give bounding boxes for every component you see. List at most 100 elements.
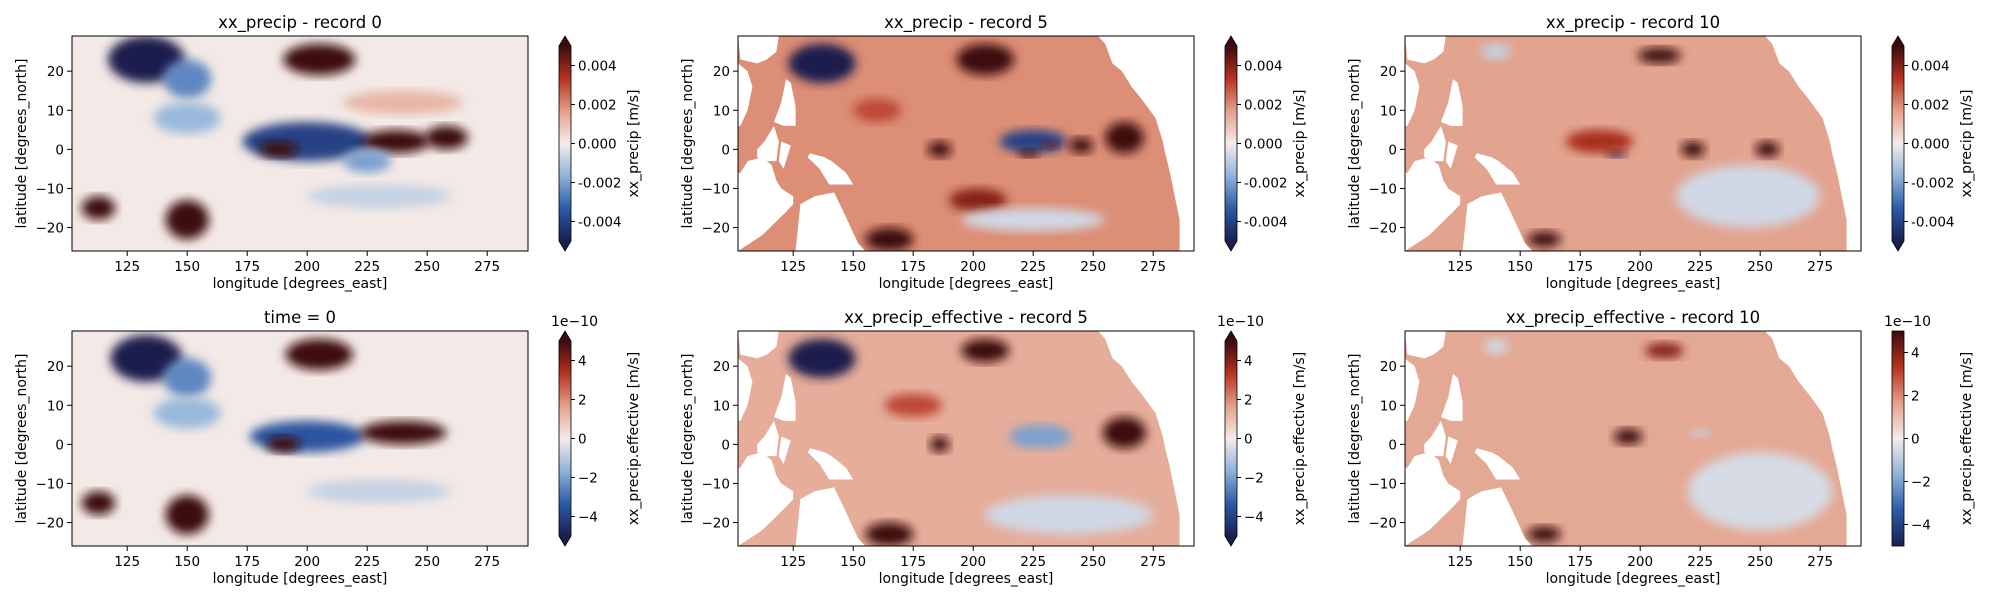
data-field <box>1405 331 1861 546</box>
y-tick-label: 0 <box>721 437 730 453</box>
x-tick-label: 175 <box>234 554 260 570</box>
colorbar: 4 2 0 −2 −4 1e−10 xx_precip.effective [m/s] <box>1884 314 1975 547</box>
colorbar-tick-label: 0.002 <box>578 98 617 114</box>
colorbar-label: xx_precip.effective [m/s] <box>626 352 642 525</box>
x-tick-label: 175 <box>234 259 260 275</box>
colorbar: 0.004 0.002 0.000 -0.002 -0.004 xx_precip [m/… <box>1891 35 1975 252</box>
colorbar-outline <box>1224 35 1238 252</box>
colorbar-tick-label: −2 <box>1244 471 1264 487</box>
colorbar-tick-label: -0.002 <box>1911 176 1955 192</box>
precip-feature <box>961 208 1106 232</box>
land-mask <box>774 79 796 126</box>
land-mask <box>757 420 779 457</box>
precip-feature <box>362 129 430 154</box>
y-tick-label: −20 <box>702 516 731 532</box>
y-axis-label: latitude [degrees_north] <box>680 59 696 229</box>
colorbar-gradient <box>1892 331 1904 546</box>
colorbar-gradient <box>1225 341 1237 536</box>
colorbar-tick-label: 0.002 <box>1911 98 1950 114</box>
colorbar-outline <box>1891 35 1905 252</box>
x-tick-label: 250 <box>1080 554 1106 570</box>
colorbar: 4 2 0 −2 −4 1e−10 xx_precip.effective [m/s] <box>1217 314 1308 547</box>
colorbar-tick-label: −4 <box>1244 510 1264 526</box>
plot-frame <box>1404 330 1862 547</box>
colorbar-tick-label: 0.000 <box>578 137 617 153</box>
x-tick-label: 150 <box>1507 554 1533 570</box>
y-tick-label: −10 <box>36 181 65 197</box>
x-tick-label: 150 <box>174 259 200 275</box>
precip-feature <box>1527 526 1561 543</box>
colorbar-label: xx_precip [m/s] <box>1292 89 1308 197</box>
data-field <box>72 331 528 546</box>
x-tick-label: 150 <box>174 554 200 570</box>
colorbar-label: xx_precip.effective [m/s] <box>1959 352 1975 525</box>
colorbar-tick-label: −2 <box>578 471 598 487</box>
precip-feature <box>1069 137 1094 154</box>
plot-frame <box>71 330 529 547</box>
precip-feature <box>1102 417 1146 449</box>
land-mask <box>1765 331 1861 546</box>
x-tick-label: 150 <box>840 259 866 275</box>
x-tick-label: 175 <box>1567 259 1593 275</box>
precip-feature <box>961 338 1010 363</box>
colorbar-tick-label: -0.004 <box>1911 215 1955 231</box>
y-tick-label: 20 <box>1380 64 1397 80</box>
colorbar: 0.004 0.002 0.000 -0.002 -0.004 xx_precip [m/… <box>558 35 642 252</box>
colorbar-tick-label: −2 <box>1911 475 1931 491</box>
precip-feature <box>865 227 914 251</box>
colorbar-tick-label: 0.004 <box>1244 59 1283 75</box>
precip-feature <box>343 149 392 173</box>
subplot-title: xx_precip - record 5 <box>884 13 1048 33</box>
x-axis-label: longitude [degrees_east] <box>1546 276 1721 292</box>
precip-feature <box>249 420 365 453</box>
y-tick-label: −20 <box>1369 516 1398 532</box>
y-axis-label: latitude [degrees_north] <box>14 59 30 229</box>
colorbar-outline <box>1224 330 1238 547</box>
colorbar-tick-label: 4 <box>1911 346 1920 362</box>
x-tick-label: 150 <box>840 554 866 570</box>
x-tick-label: 225 <box>1687 259 1713 275</box>
x-tick-label: 225 <box>354 259 380 275</box>
precip-feature <box>285 338 353 371</box>
precip-feature <box>153 397 221 429</box>
land-mask <box>1424 125 1446 162</box>
x-tick-label: 200 <box>294 554 320 570</box>
precip-feature <box>1755 141 1780 158</box>
y-tick-label: 10 <box>1380 103 1397 119</box>
x-tick-label: 250 <box>1747 259 1773 275</box>
y-tick-label: −10 <box>1369 181 1398 197</box>
x-tick-label: 200 <box>294 259 320 275</box>
precip-feature <box>884 393 942 418</box>
land-mask <box>738 452 794 546</box>
precip-feature <box>1105 122 1144 154</box>
data-field <box>738 331 1194 546</box>
precip-feature <box>283 43 356 76</box>
colorbar-tick-label: 0.000 <box>1911 137 1950 153</box>
y-tick-label: 10 <box>713 103 730 119</box>
x-tick-label: 250 <box>1080 259 1106 275</box>
land-mask <box>1474 153 1521 185</box>
plot-frame <box>1404 35 1862 252</box>
precip-feature <box>153 102 221 134</box>
colorbar-offset: 1e−10 <box>1884 314 1931 330</box>
colorbar-tick-label: 0.004 <box>1911 59 1950 75</box>
subplot-title: time = 0 <box>264 308 336 327</box>
precip-feature <box>949 188 1007 212</box>
land-mask <box>778 141 791 169</box>
colorbar-gradient <box>1225 46 1237 241</box>
x-tick-label: 200 <box>960 259 986 275</box>
land-mask <box>1462 192 1533 251</box>
subplot-4: xx_precip_effective - record 5 125 150 175 2… <box>680 308 1308 587</box>
colorbar-tick-label: 0 <box>578 432 587 448</box>
y-tick-label: 10 <box>47 398 64 414</box>
colorbar-tick-label: 0.000 <box>1244 137 1283 153</box>
x-tick-label: 200 <box>1627 554 1653 570</box>
colorbar-extend-max <box>1225 331 1237 341</box>
x-tick-label: 125 <box>780 259 806 275</box>
data-field <box>738 36 1194 251</box>
subplot-5: xx_precip_effective - record 10 125 150 175… <box>1347 308 1975 587</box>
land-mask <box>774 374 796 421</box>
x-tick-label: 125 <box>1447 259 1473 275</box>
y-tick-label: 0 <box>55 437 64 453</box>
